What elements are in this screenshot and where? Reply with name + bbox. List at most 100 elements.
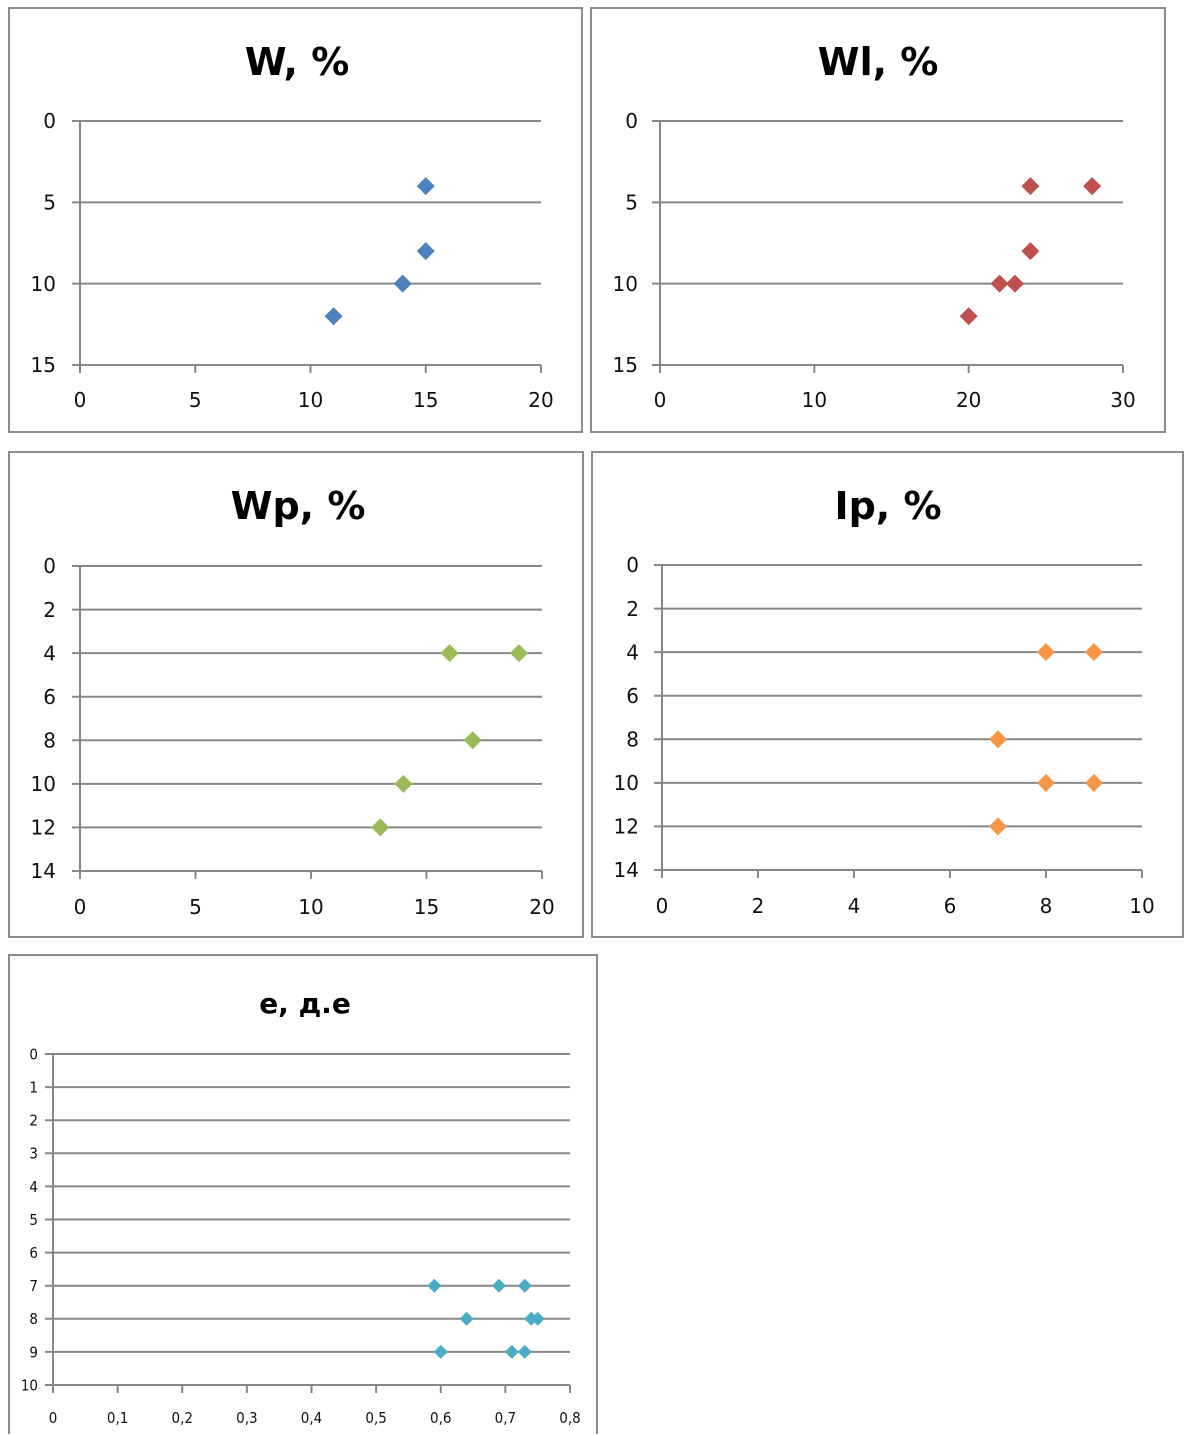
chart-title: W, % <box>245 40 350 84</box>
x-tick-label: 0,4 <box>301 1409 322 1427</box>
chart-title: Ip, % <box>834 484 941 528</box>
data-point-e <box>504 1344 519 1359</box>
y-tick-label: 10 <box>31 272 56 296</box>
y-tick-label: 3 <box>29 1145 38 1163</box>
data-point-wp <box>394 774 413 793</box>
y-tick-label: 8 <box>43 728 56 752</box>
y-tick-label: 9 <box>29 1343 38 1361</box>
x-tick-label: 0,8 <box>559 1409 580 1427</box>
data-point-w <box>393 274 412 293</box>
y-tick-label: 0 <box>43 554 56 578</box>
x-tick-label: 0,6 <box>430 1409 451 1427</box>
y-tick-label: 7 <box>29 1277 38 1295</box>
data-point-e <box>491 1278 506 1293</box>
y-tick-label: 8 <box>29 1310 38 1328</box>
x-tick-label: 0,5 <box>365 1409 386 1427</box>
x-tick-label: 0 <box>654 388 667 412</box>
data-point-w <box>416 177 435 196</box>
y-tick-label: 0 <box>625 109 638 133</box>
chart-w: W, % 0 5 10 15 0 5 10 15 20 <box>31 40 554 412</box>
data-point-w <box>324 307 343 326</box>
x-tick-label: 0,1 <box>107 1409 128 1427</box>
chart-panel-e: e, д.е 0 1 2 3 4 5 6 7 8 9 10 0 0,1 0,2 0,3 0,4 0,5 0,6 0,7… <box>8 954 598 1434</box>
data-point-wl <box>1021 242 1040 261</box>
x-tick-label: 5 <box>189 895 202 919</box>
chart-e: e, д.е 0 1 2 3 4 5 6 7 8 9 10 0 0,1 0,2 0,3 0,4 0,5 0,6 0,7… <box>21 987 581 1427</box>
chart-wp: Wp, % 0 2 4 6 8 10 12 14 0 5 10 15 20 <box>31 484 555 919</box>
chart-panel-wl: Wl, % 0 5 10 15 0 10 20 30 <box>590 7 1166 433</box>
chart-title: e, д.е <box>259 987 351 1020</box>
data-point-ip <box>1037 773 1055 792</box>
chart-title: Wl, % <box>818 40 939 84</box>
chart-panel-w: W, % 0 5 10 15 0 5 10 15 20 <box>8 7 583 433</box>
y-tick-label: 5 <box>43 191 56 215</box>
data-point-e <box>530 1311 545 1326</box>
x-tick-label: 8 <box>1040 894 1053 918</box>
y-tick-label: 5 <box>625 191 638 215</box>
chart-panel-ip: Ip, % 0 2 4 6 8 10 12 14 0 2 4 6 8 10 <box>591 451 1184 938</box>
x-tick-label: 0 <box>49 1409 58 1427</box>
data-point-wp <box>463 731 482 750</box>
y-tick-label: 14 <box>614 858 639 882</box>
y-tick-label: 15 <box>613 353 638 377</box>
x-tick-label: 20 <box>956 388 981 412</box>
x-tick-label: 0,7 <box>495 1409 516 1427</box>
y-tick-label: 4 <box>626 640 639 664</box>
y-tick-label: 6 <box>626 684 639 708</box>
chart-title: Wp, % <box>231 484 366 528</box>
data-point-wl <box>1005 274 1024 293</box>
data-point-wl <box>1083 177 1102 196</box>
y-tick-label: 0 <box>626 553 639 577</box>
data-point-ip <box>1085 773 1103 792</box>
x-tick-label: 6 <box>944 894 957 918</box>
y-tick-label: 6 <box>29 1244 38 1262</box>
y-tick-label: 2 <box>29 1112 38 1130</box>
x-tick-label: 10 <box>298 895 323 919</box>
y-tick-label: 0 <box>43 109 56 133</box>
y-tick-label: 2 <box>43 598 56 622</box>
y-tick-label: 0 <box>29 1045 38 1063</box>
data-point-e <box>433 1344 448 1359</box>
x-tick-label: 0,2 <box>172 1409 193 1427</box>
data-point-ip <box>1085 643 1103 662</box>
data-point-ip <box>1037 643 1055 662</box>
data-point-e <box>517 1344 532 1359</box>
data-point-wp <box>371 818 390 837</box>
x-tick-label: 0 <box>74 388 87 412</box>
data-point-ip <box>989 817 1007 836</box>
x-tick-label: 15 <box>413 388 438 412</box>
data-point-wp <box>440 644 459 663</box>
y-tick-label: 8 <box>626 727 639 751</box>
chart-wl: Wl, % 0 5 10 15 0 10 20 30 <box>613 40 1136 412</box>
data-point-e <box>459 1311 474 1326</box>
x-tick-label: 10 <box>298 388 323 412</box>
y-tick-label: 4 <box>43 641 56 665</box>
y-tick-label: 10 <box>613 272 638 296</box>
y-tick-label: 6 <box>43 685 56 709</box>
x-tick-label: 20 <box>528 388 553 412</box>
chart-ip: Ip, % 0 2 4 6 8 10 12 14 0 2 4 6 8 10 <box>614 484 1155 918</box>
x-tick-label: 2 <box>752 894 765 918</box>
y-tick-label: 10 <box>21 1376 38 1394</box>
x-tick-label: 15 <box>414 895 439 919</box>
x-tick-label: 0 <box>656 894 669 918</box>
data-point-e <box>427 1278 442 1293</box>
y-tick-label: 10 <box>614 771 639 795</box>
y-tick-label: 14 <box>31 859 56 883</box>
data-point-wp <box>509 644 528 663</box>
y-tick-label: 5 <box>29 1211 38 1229</box>
data-point-wl <box>1021 177 1040 196</box>
data-point-ip <box>989 730 1007 749</box>
y-tick-label: 12 <box>31 816 56 840</box>
chart-panel-wp: Wp, % 0 2 4 6 8 10 12 14 0 5 10 15 20 <box>8 451 584 938</box>
x-tick-label: 4 <box>848 894 861 918</box>
x-tick-label: 20 <box>529 895 554 919</box>
y-tick-label: 10 <box>31 772 56 796</box>
y-tick-label: 4 <box>29 1178 38 1196</box>
y-tick-label: 2 <box>626 597 639 621</box>
x-tick-label: 5 <box>189 388 202 412</box>
x-tick-label: 30 <box>1110 388 1135 412</box>
x-tick-label: 10 <box>802 388 827 412</box>
y-tick-label: 15 <box>31 353 56 377</box>
y-tick-label: 1 <box>29 1079 38 1097</box>
